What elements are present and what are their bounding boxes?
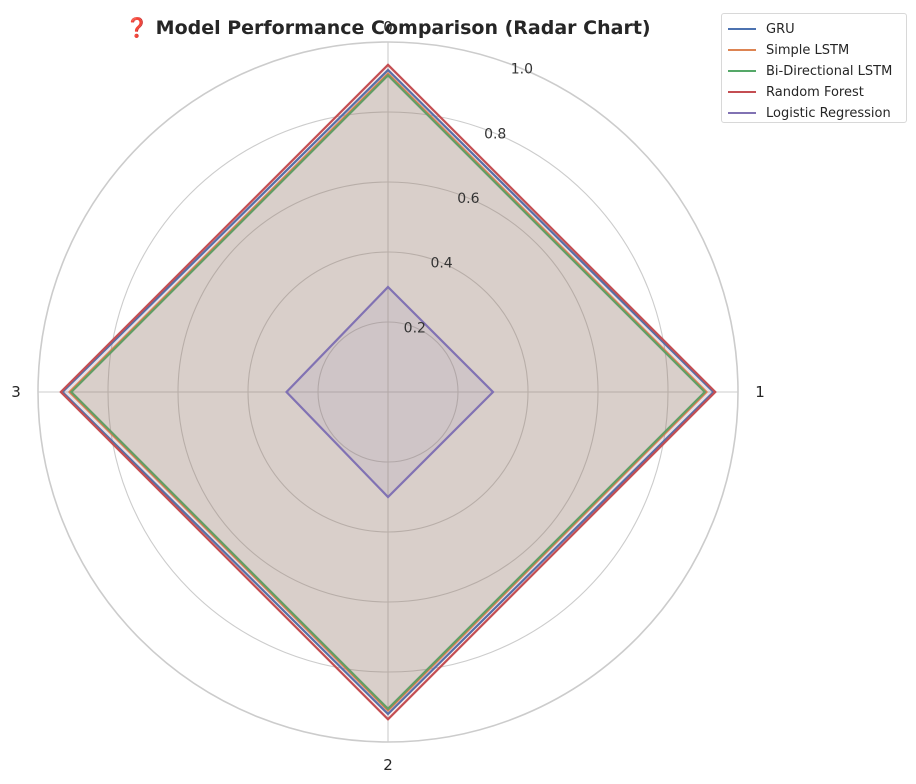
legend-item-random-forest: Random Forest [728,82,864,102]
axis-label: 1 [755,383,765,401]
legend-swatch-random-forest [728,91,756,93]
axis-label: 3 [11,383,21,401]
legend-label-bi-directional-lstm: Bi-Directional LSTM [766,63,893,79]
legend-label-random-forest: Random Forest [766,84,864,100]
legend-swatch-logistic-regression [728,112,756,114]
legend-swatch-bi-directional-lstm [728,70,756,72]
legend-label-logistic-regression: Logistic Regression [766,105,891,121]
legend-item-bi-directional-lstm: Bi-Directional LSTM [728,61,892,81]
legend-swatch-simple-lstm [728,49,756,51]
legend-label-simple-lstm: Simple LSTM [766,42,850,58]
radial-tick-label: 1.0 [511,62,533,78]
legend: GRU Simple LSTM Bi-Directional LSTM Rand… [721,13,907,123]
legend-item-simple-lstm: Simple LSTM [728,40,849,60]
axis-label: 0 [383,18,393,36]
series-polygon [69,73,707,711]
radial-tick-label: 0.8 [484,126,506,142]
series-polygon [67,71,709,713]
legend-item-logistic-regression: Logistic Regression [728,103,891,123]
radial-tick-label: 0.4 [430,256,452,272]
legend-label-gru: GRU [766,21,795,37]
radial-tick-label: 0.2 [404,320,426,336]
radial-tick-label: 0.6 [457,191,479,207]
series-polygon [59,63,717,721]
chart-title: ❓ Model Performance Comparison (Radar Ch… [125,16,650,39]
label-layer: 0.2 0.4 0.6 0.8 1.0 0 1 2 3 ❓ Model Performance C… [11,16,765,774]
series-layer [59,63,717,721]
legend-item-gru: GRU [728,19,795,39]
axis-label: 2 [383,756,393,774]
legend-swatch-gru [728,28,756,30]
series-polygon [284,285,495,499]
series-polygon [60,68,716,716]
grid-layer [37,41,739,743]
